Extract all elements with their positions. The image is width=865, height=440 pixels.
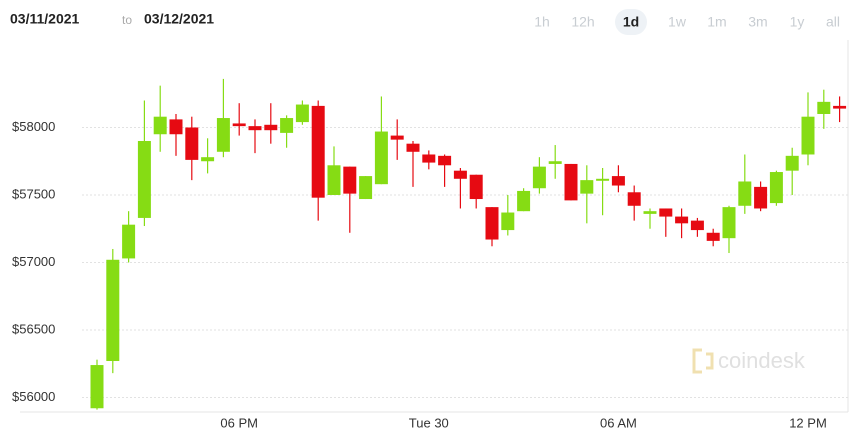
candle-body	[216, 118, 230, 152]
date-sep: to	[122, 13, 132, 27]
candle-body	[501, 212, 515, 231]
candle-body	[374, 131, 388, 185]
candle-body	[596, 178, 610, 181]
candle-body	[153, 116, 167, 135]
range-button[interactable]: 1h	[534, 14, 550, 30]
range-button[interactable]: all	[826, 14, 840, 30]
candle-body	[611, 176, 625, 186]
x-tick-label: Tue 30	[409, 415, 449, 430]
y-tick-label: $56000	[12, 389, 55, 404]
x-tick-label: 06 PM	[220, 415, 258, 430]
y-tick-label: $58000	[12, 119, 55, 134]
range-button[interactable]: 12h	[571, 14, 594, 30]
candle-body	[295, 104, 309, 123]
x-tick-label: 06 AM	[600, 415, 637, 430]
candle-body	[580, 180, 594, 194]
y-tick-label: $57000	[12, 254, 55, 269]
candle-body	[122, 224, 136, 259]
candle-body	[706, 232, 720, 241]
candle-body	[817, 101, 831, 114]
candle-body	[359, 176, 373, 200]
candle-body	[564, 163, 578, 201]
candle-body	[517, 190, 531, 212]
candle-body	[327, 165, 341, 195]
candle-body	[137, 140, 151, 218]
range-button[interactable]: 1d	[623, 14, 639, 30]
candle-body	[453, 170, 467, 179]
candle-body	[232, 123, 246, 127]
candle-body	[201, 157, 215, 162]
candle-body	[532, 166, 546, 189]
range-button[interactable]: 1w	[668, 14, 687, 30]
candle-body	[643, 211, 657, 214]
candle-body	[406, 143, 420, 152]
candle-body	[280, 118, 294, 133]
date-from: 03/11/2021	[10, 11, 80, 27]
y-tick-label: $57500	[12, 186, 55, 201]
candle-body	[343, 166, 357, 194]
range-button[interactable]: 1m	[707, 14, 726, 30]
candle-body	[422, 154, 436, 163]
candle-body	[769, 172, 783, 204]
candle-body	[548, 161, 562, 164]
candle-body	[90, 365, 104, 409]
candle-body	[169, 119, 183, 135]
y-tick-label: $56500	[12, 321, 55, 336]
candle-body	[833, 105, 847, 109]
watermark-logo	[692, 348, 714, 374]
candle-body	[185, 127, 199, 160]
candle-body	[690, 220, 704, 231]
candle-body	[106, 259, 120, 362]
candle-body	[754, 186, 768, 209]
candle-body	[311, 105, 325, 198]
range-button[interactable]: 1y	[790, 14, 805, 30]
date-to: 03/12/2021	[144, 11, 214, 27]
candle-body	[627, 192, 641, 206]
candle-body	[675, 216, 689, 224]
candle-body	[485, 207, 499, 240]
candle-body	[738, 181, 752, 206]
range-highlight	[615, 9, 647, 35]
candle-body	[264, 124, 278, 131]
watermark: coindesk	[718, 348, 806, 373]
candle-body	[785, 155, 799, 171]
candle-body	[248, 126, 262, 131]
candle-body	[722, 207, 736, 239]
candle-body	[801, 116, 815, 155]
candle-body	[438, 155, 452, 166]
candle-body	[659, 208, 673, 217]
candle-body	[390, 135, 404, 140]
range-button[interactable]: 3m	[748, 14, 767, 30]
x-tick-label: 12 PM	[789, 415, 827, 430]
candle-body	[469, 174, 483, 200]
